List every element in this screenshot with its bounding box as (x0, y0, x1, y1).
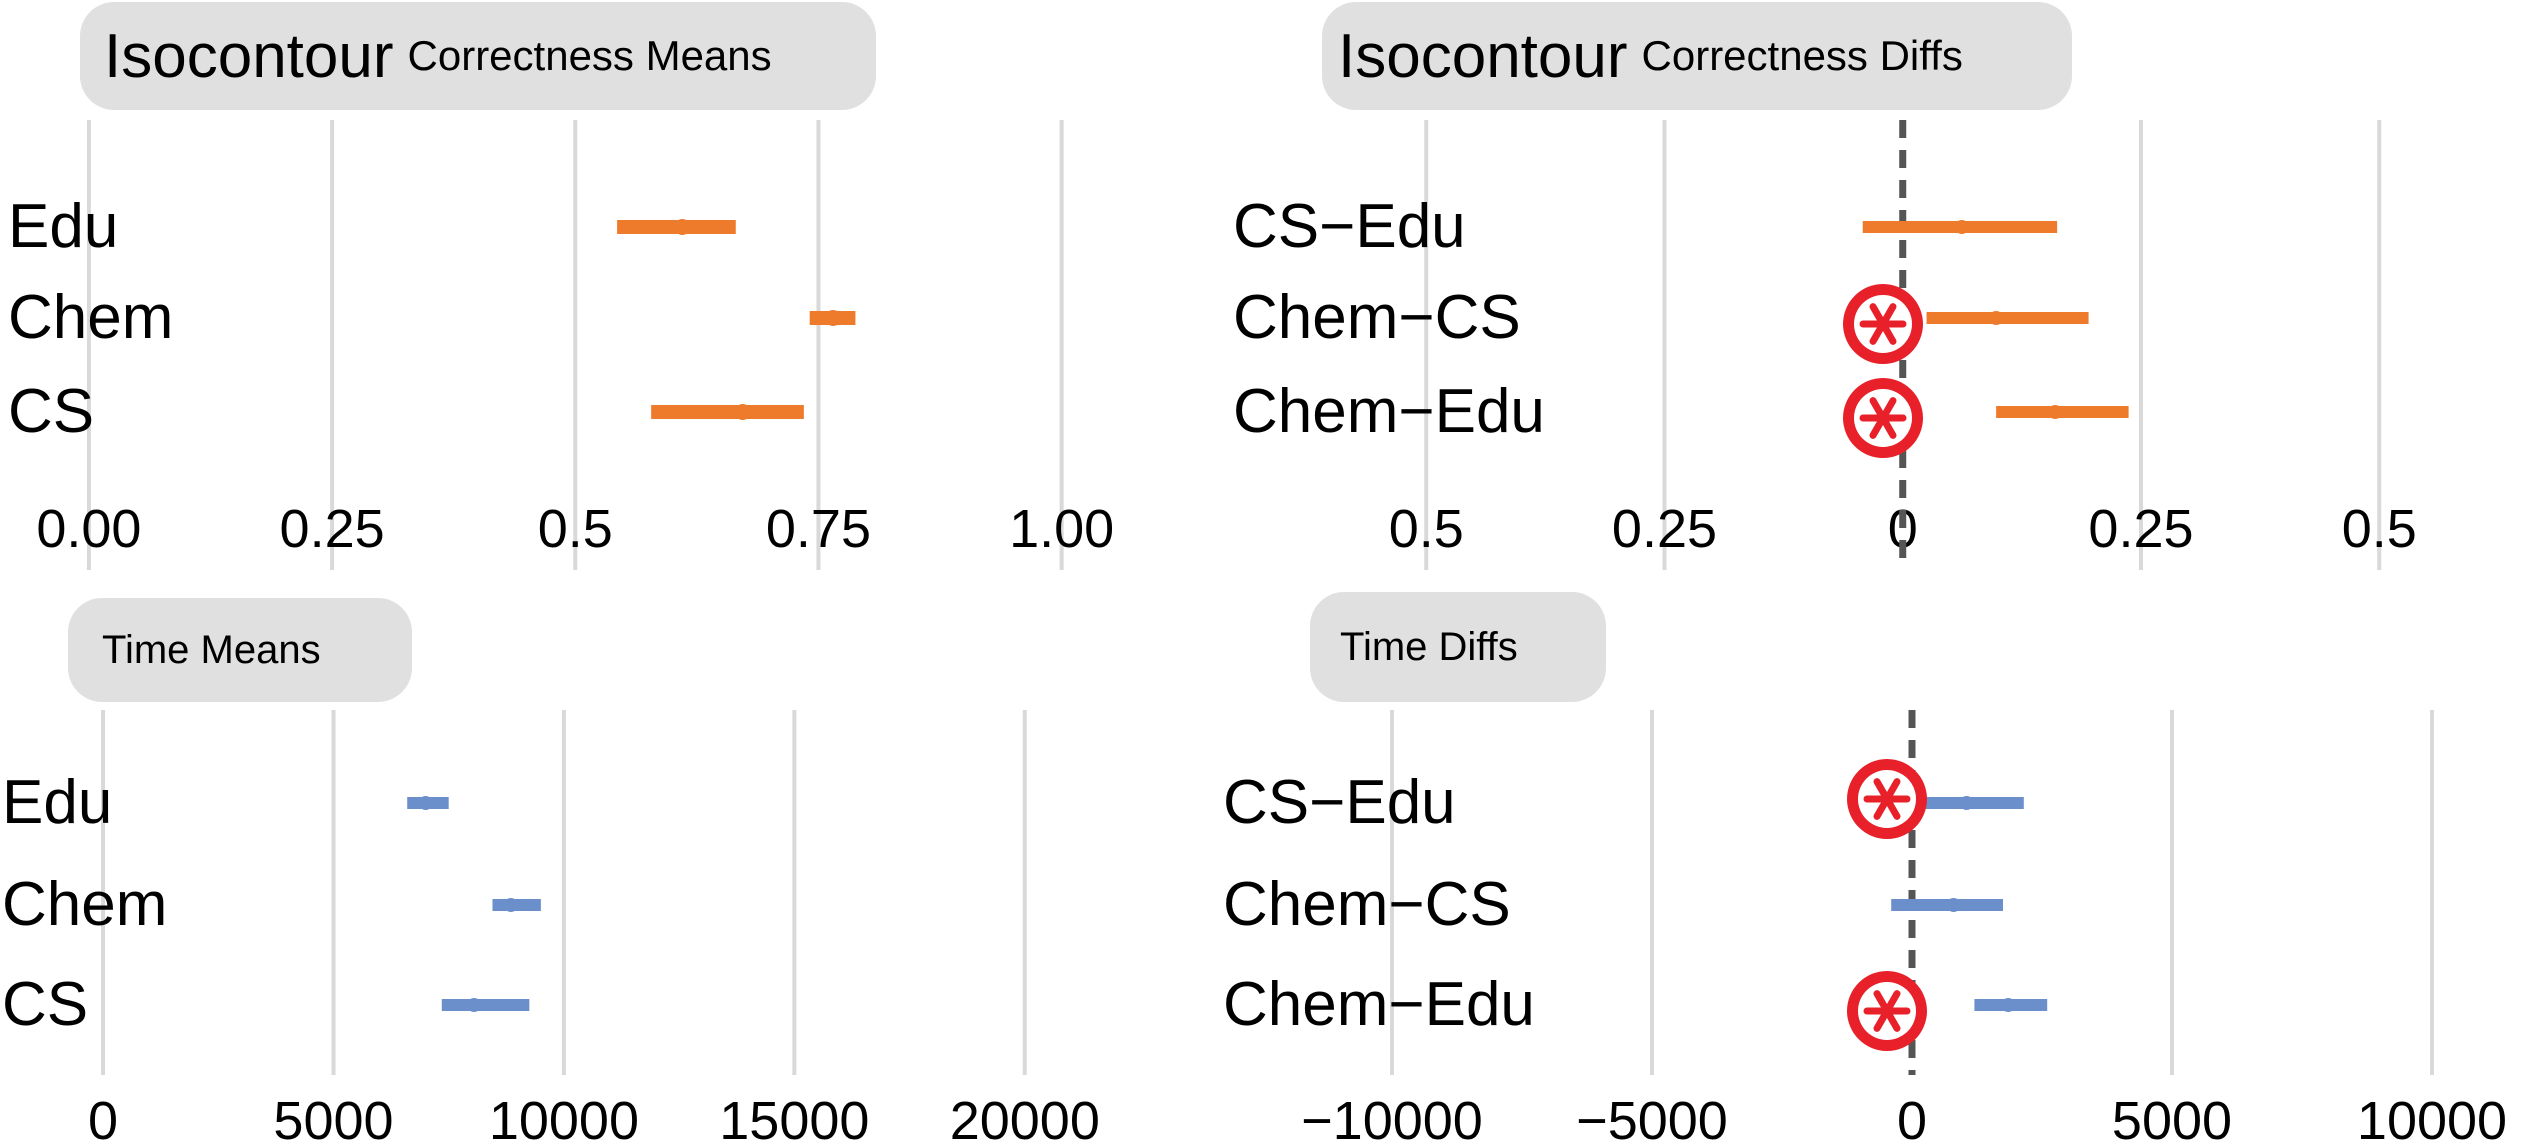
tick-label: 10000 (489, 1091, 639, 1144)
tick-label: 20000 (950, 1091, 1100, 1144)
point-estimate (1989, 311, 2004, 325)
tick-label: 1.00 (1009, 499, 1114, 559)
tick-label: 0.5 (1389, 499, 1464, 559)
category-label: Chem−Edu (1233, 377, 1545, 446)
panel-title-time-diffs: Time Diffs (1310, 592, 1606, 702)
point-estimate (734, 404, 751, 420)
title-main: Isocontour (1338, 21, 1628, 91)
tick-label: 0.25 (2088, 499, 2193, 559)
tick-label: 0 (1897, 1091, 1927, 1144)
point-estimate (418, 796, 433, 810)
panel-time-diffs: −10000 −5000 0 5000 10000 CS−Edu Chem−CS Chem−E… (1223, 710, 2507, 1144)
category-label: Chem−CS (1223, 870, 1511, 939)
title-sub: Correctness Means (407, 32, 772, 79)
tick-label: 10000 (2357, 1091, 2507, 1144)
category-label: CS−Edu (1233, 192, 1466, 261)
point-estimate (1946, 898, 1961, 912)
panel-time-means: 0 5000 10000 15000 20000 Edu Chem CS (2, 710, 1100, 1144)
tick-label: −5000 (1576, 1091, 1728, 1144)
title-main: Isocontour (104, 21, 394, 91)
category-label: Chem (8, 283, 173, 352)
significance-icon (1847, 759, 1927, 839)
category-label: Edu (2, 768, 112, 837)
point-estimate (825, 310, 842, 326)
panel-title-time-means: Time Means (68, 598, 412, 702)
tick-label: 0.5 (2342, 499, 2417, 559)
category-label: CS (8, 377, 94, 446)
point-estimate (1959, 796, 1974, 810)
significance-icon (1847, 971, 1927, 1051)
title-main: Time Means (102, 627, 321, 672)
title-main: Time Diffs (1340, 624, 1518, 669)
title-sub: Correctness Diffs (1641, 32, 1963, 79)
panel-title-iso-diffs: Isocontour Correctness Diffs (1322, 2, 2072, 110)
point-estimate (674, 219, 691, 235)
tick-label: 5000 (2112, 1091, 2232, 1144)
point-estimate (2048, 405, 2063, 419)
tick-label: 0 (88, 1091, 118, 1144)
point-estimate (2001, 998, 2016, 1012)
category-label: Chem−CS (1233, 283, 1521, 352)
category-label: Chem (2, 870, 167, 939)
tick-label: 0.25 (280, 499, 385, 559)
tick-label: 0.25 (1612, 499, 1717, 559)
tick-label: −10000 (1301, 1091, 1483, 1144)
point-estimate (467, 998, 482, 1012)
category-label: Chem−Edu (1223, 970, 1535, 1039)
significance-icon (1843, 284, 1923, 364)
category-label: CS (2, 970, 88, 1039)
tick-label: 5000 (273, 1091, 393, 1144)
category-label: CS−Edu (1223, 768, 1456, 837)
tick-label: 0.00 (36, 499, 141, 559)
panel-iso-means: 0.00 0.25 0.5 0.75 1.00 Edu Chem CS (8, 120, 1114, 570)
point-estimate (1954, 220, 1969, 234)
tick-label: 0.5 (538, 499, 613, 559)
tick-label: 15000 (719, 1091, 869, 1144)
category-label: Edu (8, 192, 118, 261)
point-estimate (503, 898, 518, 912)
tick-label: 0.75 (766, 499, 871, 559)
panel-title-iso-means: Isocontour Correctness Means (80, 2, 876, 110)
significance-icon (1843, 378, 1923, 458)
